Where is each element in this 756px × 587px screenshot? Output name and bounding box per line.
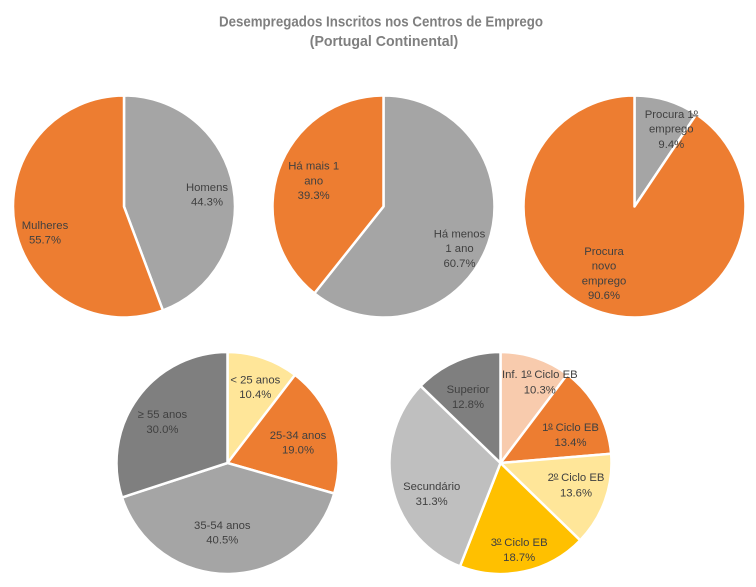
svg-text:Superior: Superior bbox=[447, 384, 490, 396]
svg-text:emprego: emprego bbox=[582, 275, 627, 287]
svg-text:31.3%: 31.3% bbox=[416, 496, 448, 508]
svg-text:Procura: Procura bbox=[584, 246, 624, 258]
svg-text:30.0%: 30.0% bbox=[146, 424, 178, 436]
svg-text:Mulheres: Mulheres bbox=[22, 220, 69, 232]
svg-text:(Portugal Continental): (Portugal Continental) bbox=[310, 34, 459, 50]
svg-text:40.5%: 40.5% bbox=[206, 535, 238, 547]
svg-text:1º Ciclo EB: 1º Ciclo EB bbox=[542, 422, 599, 434]
svg-text:≥ 55 anos: ≥ 55 anos bbox=[138, 409, 188, 421]
svg-text:25-34 anos: 25-34 anos bbox=[270, 430, 327, 442]
svg-text:10.4%: 10.4% bbox=[239, 389, 271, 401]
svg-text:< 25 anos: < 25 anos bbox=[230, 375, 280, 387]
svg-text:35-54 anos: 35-54 anos bbox=[194, 520, 251, 532]
svg-text:18.7%: 18.7% bbox=[503, 552, 535, 564]
svg-text:1 ano: 1 ano bbox=[445, 243, 473, 255]
svg-text:13.6%: 13.6% bbox=[560, 487, 592, 499]
svg-text:90.6%: 90.6% bbox=[588, 290, 620, 302]
svg-text:ano: ano bbox=[304, 175, 323, 187]
svg-text:Secundário: Secundário bbox=[403, 481, 460, 493]
svg-text:Há menos: Há menos bbox=[434, 228, 486, 240]
svg-text:Homens: Homens bbox=[186, 182, 228, 194]
svg-text:44.3%: 44.3% bbox=[191, 197, 223, 209]
svg-text:3º Ciclo EB: 3º Ciclo EB bbox=[491, 537, 548, 549]
svg-text:Há mais 1: Há mais 1 bbox=[288, 161, 339, 173]
svg-text:60.7%: 60.7% bbox=[443, 258, 475, 270]
svg-text:19.0%: 19.0% bbox=[282, 444, 314, 456]
svg-text:Procura 1º: Procura 1º bbox=[645, 109, 698, 121]
svg-text:Desempregados Inscritos nos Ce: Desempregados Inscritos nos Centros de E… bbox=[219, 14, 543, 30]
svg-text:10.3%: 10.3% bbox=[524, 384, 556, 396]
svg-text:39.3%: 39.3% bbox=[298, 190, 330, 202]
svg-text:emprego: emprego bbox=[649, 123, 694, 135]
svg-text:55.7%: 55.7% bbox=[29, 234, 61, 246]
svg-text:novo: novo bbox=[592, 261, 617, 273]
svg-text:Inf. 1º Ciclo EB: Inf. 1º Ciclo EB bbox=[502, 369, 578, 381]
svg-text:12.8%: 12.8% bbox=[452, 399, 484, 411]
svg-text:9.4%: 9.4% bbox=[658, 139, 684, 151]
svg-text:13.4%: 13.4% bbox=[554, 437, 586, 449]
svg-text:2º Ciclo EB: 2º Ciclo EB bbox=[548, 472, 605, 484]
